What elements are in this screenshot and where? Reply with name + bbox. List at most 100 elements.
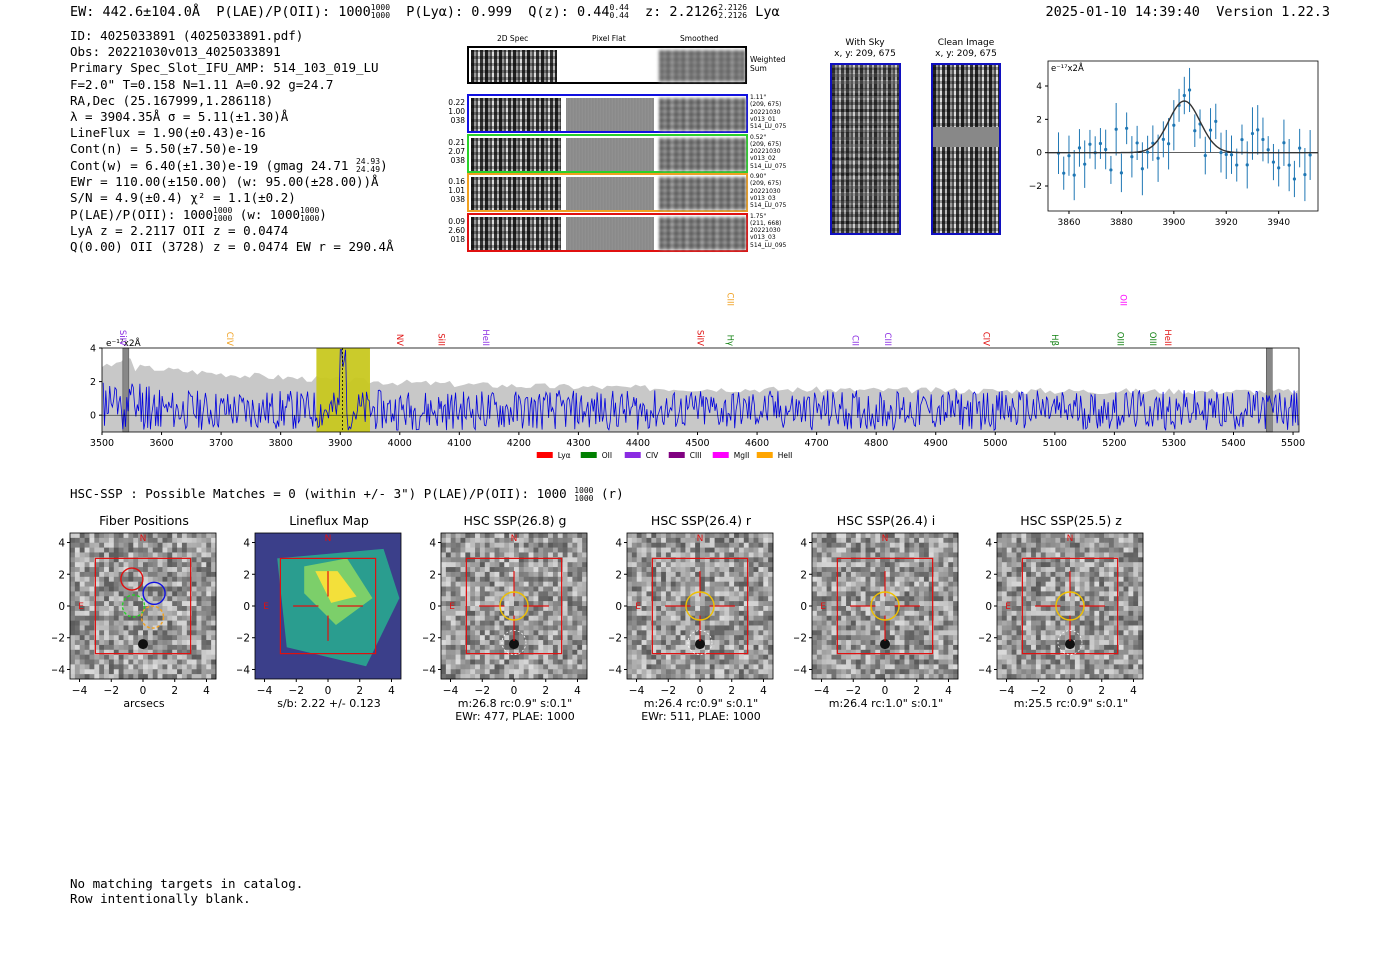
pixel [894, 654, 900, 660]
pixel [79, 669, 85, 675]
pixel [470, 581, 476, 587]
pixel [695, 567, 701, 573]
pixel [665, 537, 672, 544]
pixel [1104, 659, 1110, 665]
pixel [738, 576, 745, 582]
pixel [885, 674, 891, 680]
pixel [1133, 576, 1139, 582]
pixel [1084, 581, 1090, 587]
pixel [870, 606, 876, 612]
pixel [1113, 659, 1119, 665]
pixel [460, 659, 466, 665]
pixel [665, 669, 672, 675]
pixel [1060, 625, 1066, 631]
pixel [734, 601, 740, 607]
pixel [943, 596, 949, 602]
pixel [850, 644, 857, 651]
pixel [953, 591, 959, 597]
pixel [1011, 640, 1017, 646]
pixel [826, 542, 832, 548]
pixel [680, 537, 686, 544]
noise-grid [441, 533, 588, 680]
pixel [680, 586, 686, 592]
pixel [1026, 649, 1032, 655]
pixel [1031, 635, 1037, 641]
pixel [836, 640, 842, 646]
pixel [729, 562, 735, 568]
pixel [543, 571, 549, 578]
pixel [99, 586, 105, 592]
pixel [562, 659, 568, 665]
pixel [997, 615, 1003, 621]
pixel [172, 571, 178, 578]
cutout-row-stats: 0.21 2.07 038 [445, 138, 465, 165]
pixel [919, 644, 925, 651]
zoom-point [1062, 171, 1066, 175]
pixel [865, 664, 871, 670]
pixel [94, 644, 100, 651]
pixel [1001, 669, 1008, 675]
pixel [1055, 562, 1061, 568]
pixel [636, 649, 642, 655]
pixel [152, 576, 158, 582]
pixel [552, 664, 559, 670]
pixel [460, 596, 466, 602]
pixel [812, 606, 818, 612]
pixel [758, 547, 764, 553]
pixel [582, 664, 588, 670]
pixel [709, 547, 715, 553]
pixel [211, 625, 217, 631]
pixel [885, 571, 891, 578]
pixel [719, 674, 725, 680]
pixel [494, 606, 500, 612]
pixel [582, 659, 588, 665]
pixel [1021, 649, 1027, 655]
pixel [79, 664, 85, 670]
pixel [1118, 533, 1124, 539]
pixel [953, 537, 959, 544]
pixel [948, 615, 954, 621]
pixel [1133, 620, 1139, 626]
pixel [504, 674, 510, 680]
pixel [1016, 615, 1022, 621]
pixel [562, 625, 568, 631]
cutout-meta: 1.75" [750, 212, 767, 220]
pixel [1113, 591, 1119, 597]
nearby-source [695, 639, 705, 650]
pixel [533, 620, 539, 626]
pixel [143, 601, 149, 607]
pixel [675, 674, 681, 680]
pixel [826, 620, 832, 626]
pixel [191, 635, 197, 641]
pixel [548, 567, 554, 573]
pixel [870, 659, 876, 665]
pixel [552, 659, 559, 665]
pixel [651, 567, 657, 573]
pixel [552, 620, 559, 626]
pixel [889, 601, 896, 607]
pixel [1089, 591, 1095, 597]
pixel [933, 591, 939, 597]
with-sky-title: With Sky x, y: 209, 675 [825, 38, 905, 60]
pixel [104, 576, 110, 582]
pixel [831, 625, 837, 631]
pixel [191, 649, 197, 655]
pixel [812, 552, 818, 558]
pixel [1094, 576, 1100, 582]
pixel [1079, 620, 1085, 626]
pixel [1031, 610, 1037, 617]
pixel [157, 649, 163, 655]
pixel [196, 581, 202, 587]
pixel [1016, 591, 1022, 597]
pixel [753, 674, 759, 680]
pixel [1089, 606, 1095, 612]
pixel [875, 620, 881, 626]
pixel [919, 669, 925, 675]
pixel [152, 620, 158, 626]
pixel [1026, 625, 1032, 631]
pixel [206, 669, 212, 675]
pixel [128, 649, 134, 655]
pixel [889, 586, 896, 592]
pixel [831, 542, 837, 548]
xtick-label: 0 [882, 685, 889, 697]
